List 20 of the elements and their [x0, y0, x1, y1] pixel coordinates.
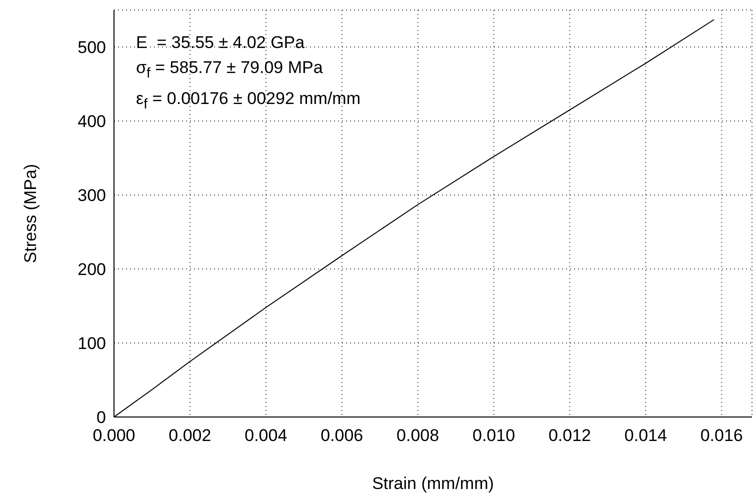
annotation: E = 35.55 ± 4.02 GPa [136, 32, 306, 54]
annotation: σ$_{f}$ = 585.77 ± 79.09 MPa [136, 57, 324, 84]
y-tick-label: 100 [78, 334, 106, 354]
x-tick-label: 0.014 [624, 426, 667, 446]
y-tick-label: 200 [78, 260, 106, 280]
x-axis-title: Strain (mm/mm) [372, 474, 494, 493]
y-tick-label: 400 [78, 112, 106, 132]
x-tick-label: 0.006 [320, 426, 364, 446]
x-tick-label: 0.004 [244, 426, 288, 446]
x-tick-label: 0.012 [548, 426, 591, 446]
x-tick-label: 0.000 [92, 426, 136, 446]
y-tick-label: 300 [78, 186, 106, 206]
annotation: ε$_{f}$ = 0.00176 ± 00292 mm/mm [136, 88, 360, 115]
x-tick-label: 0.010 [472, 426, 516, 446]
x-tick-label: 0.002 [168, 426, 212, 446]
x-tick-label: 0.008 [396, 426, 440, 446]
y-tick-label: 0 [96, 408, 106, 428]
y-tick-label: 500 [78, 38, 106, 58]
y-axis-title: Stress (MPa) [21, 164, 40, 264]
x-tick-label: 0.016 [700, 426, 743, 446]
